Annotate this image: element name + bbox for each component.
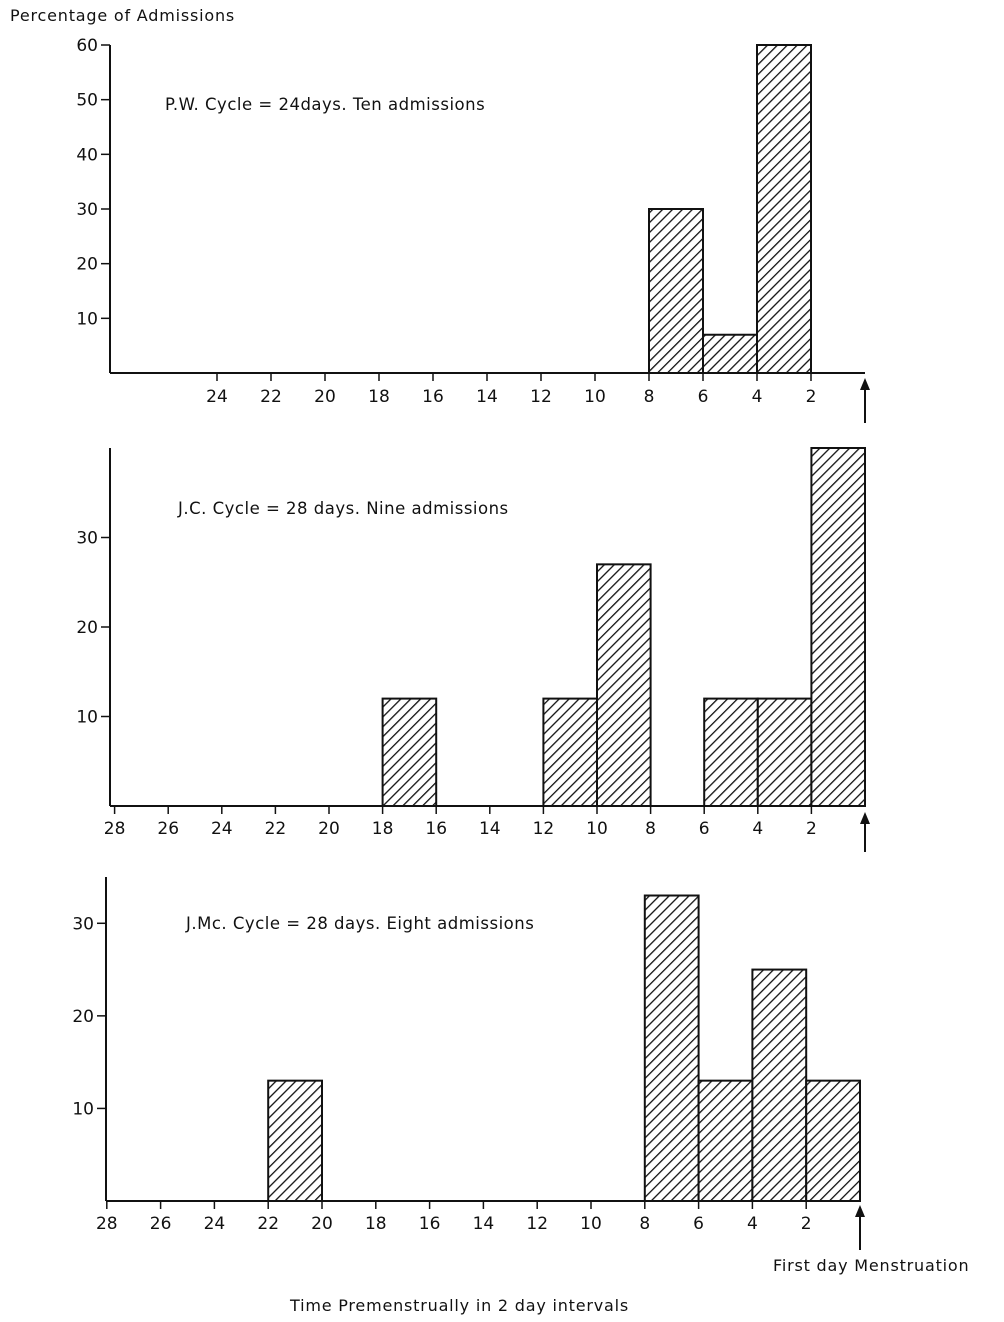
y-tick-label: 10 bbox=[76, 708, 98, 728]
x-tick-label: 18 bbox=[368, 387, 390, 407]
x-tick-label: 28 bbox=[104, 819, 126, 839]
x-tick-label: 4 bbox=[752, 387, 763, 407]
x-tick-label: 14 bbox=[479, 819, 501, 839]
bar-12-10 bbox=[542, 697, 599, 807]
x-tick-label: 18 bbox=[372, 819, 394, 839]
x-tick-label: 14 bbox=[476, 387, 498, 407]
x-tick-label: 10 bbox=[580, 1214, 602, 1234]
x-tick-label: 16 bbox=[422, 387, 444, 407]
panel-annotation: J.Mc. Cycle = 28 days. Eight admissions bbox=[185, 914, 534, 933]
panel-annotation: J.C. Cycle = 28 days. Nine admissions bbox=[177, 499, 509, 518]
x-tick-label: 8 bbox=[639, 1214, 650, 1234]
y-tick-label: 20 bbox=[76, 255, 98, 275]
bar-22-20 bbox=[267, 1079, 324, 1202]
y-tick-label: 40 bbox=[76, 145, 98, 165]
y-tick-label: 10 bbox=[76, 309, 98, 329]
x-tick-label: 12 bbox=[526, 1214, 548, 1234]
x-tick-label: 8 bbox=[645, 819, 656, 839]
x-tick-label: 24 bbox=[211, 819, 233, 839]
x-tick-label: 10 bbox=[586, 819, 608, 839]
bar-18-16 bbox=[381, 697, 438, 807]
bar-4-2 bbox=[756, 697, 813, 807]
x-tick-label: 4 bbox=[752, 819, 763, 839]
x-tick-label: 16 bbox=[419, 1214, 441, 1234]
menstruation-arrow-head bbox=[860, 378, 870, 390]
bar-2-0 bbox=[810, 447, 867, 807]
bar-10-8 bbox=[596, 563, 652, 807]
x-tick-label: 6 bbox=[698, 387, 709, 407]
x-tick-label: 10 bbox=[584, 387, 606, 407]
panel-pw: 10 20 30 40 50 60 24 22 20 18 16 14 12 10 8 6 4 2 P.W. Cyc… bbox=[76, 36, 870, 423]
menstruation-arrow-head bbox=[855, 1205, 865, 1217]
x-tick-label: 4 bbox=[747, 1214, 758, 1234]
bar-8-6 bbox=[648, 208, 704, 374]
bar-2-0 bbox=[805, 1079, 862, 1202]
y-axis-title: Percentage of Admissions bbox=[10, 6, 235, 25]
y-tick-label: 30 bbox=[72, 914, 94, 934]
menstruation-arrow-head bbox=[860, 812, 870, 824]
bar-6-4 bbox=[702, 333, 758, 375]
x-tick-label: 20 bbox=[311, 1214, 333, 1234]
x-tick-label: 22 bbox=[265, 819, 287, 839]
x-tick-label: 12 bbox=[530, 387, 552, 407]
panel-jc: 10 20 30 28 26 24 22 20 18 16 14 12 10 8 6 4 2 J.C. Cycle… bbox=[76, 447, 870, 852]
y-tick-label: 50 bbox=[76, 91, 98, 111]
x-tick-label: 6 bbox=[699, 819, 710, 839]
x-tick-label: 24 bbox=[204, 1214, 226, 1234]
bar-4-2 bbox=[751, 968, 808, 1202]
bar-6-4 bbox=[703, 697, 759, 807]
y-tick-label: 10 bbox=[72, 1099, 94, 1119]
first-day-menstruation-label: First day Menstruation bbox=[773, 1256, 969, 1275]
x-tick-label: 20 bbox=[314, 387, 336, 407]
y-tick-label: 60 bbox=[76, 36, 98, 56]
x-tick-label: 16 bbox=[425, 819, 447, 839]
x-tick-label: 8 bbox=[644, 387, 655, 407]
x-tick-label: 20 bbox=[318, 819, 340, 839]
y-tick-label: 30 bbox=[76, 529, 98, 549]
bar-6-4 bbox=[697, 1079, 754, 1202]
panel-jmc: 10 20 30 28 26 24 22 20 18 16 14 12 10 8 6 4 2 J.Mc. Cycl… bbox=[72, 877, 865, 1250]
y-tick-label: 20 bbox=[76, 618, 98, 638]
x-tick-label: 2 bbox=[801, 1214, 812, 1234]
x-tick-label: 28 bbox=[96, 1214, 118, 1234]
x-tick-label: 12 bbox=[533, 819, 555, 839]
x-axis-title: Time Premenstrually in 2 day intervals bbox=[289, 1296, 629, 1315]
x-tick-label: 18 bbox=[365, 1214, 387, 1234]
bar-4-2 bbox=[756, 44, 812, 374]
y-tick-label: 20 bbox=[72, 1007, 94, 1027]
bar-8-6 bbox=[643, 894, 700, 1202]
panel-annotation: P.W. Cycle = 24days. Ten admissions bbox=[165, 95, 485, 114]
x-tick-label: 2 bbox=[806, 819, 817, 839]
y-tick-label: 30 bbox=[76, 200, 98, 220]
x-tick-label: 26 bbox=[157, 819, 179, 839]
x-tick-label: 2 bbox=[806, 387, 817, 407]
x-tick-label: 14 bbox=[473, 1214, 495, 1234]
x-tick-label: 22 bbox=[260, 387, 282, 407]
x-tick-label: 26 bbox=[150, 1214, 172, 1234]
x-tick-label: 22 bbox=[257, 1214, 279, 1234]
x-tick-label: 6 bbox=[693, 1214, 704, 1234]
x-tick-label: 24 bbox=[206, 387, 228, 407]
